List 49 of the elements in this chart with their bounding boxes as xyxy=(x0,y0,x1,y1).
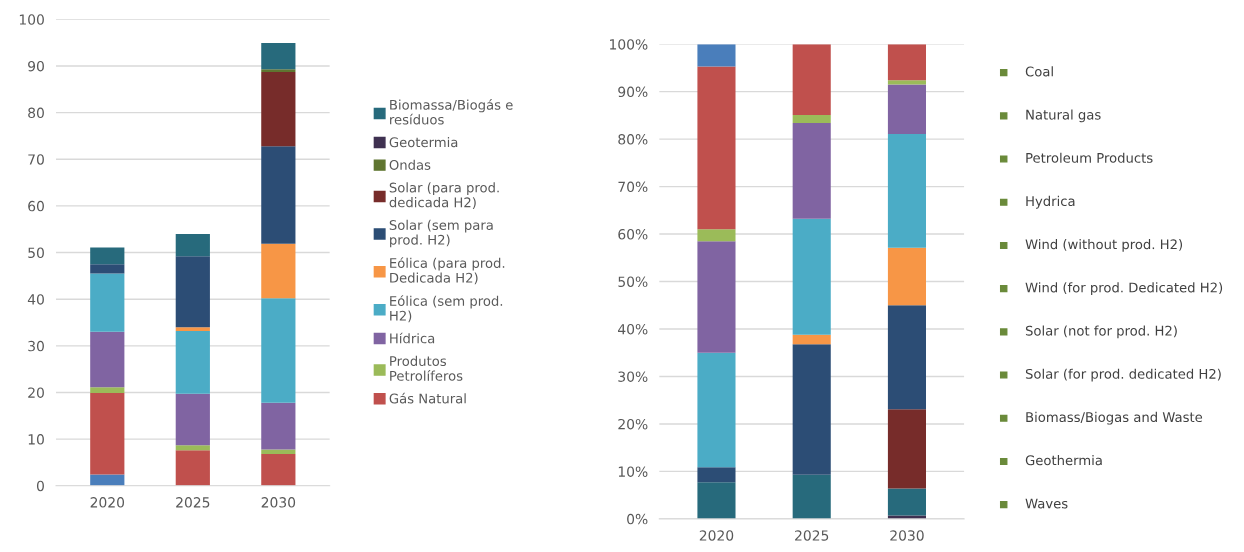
y-tick-label: 60% xyxy=(618,229,648,240)
legend-label: Eólica (sem prod. H2) xyxy=(390,295,503,323)
legend-label: Hídrica xyxy=(390,332,435,344)
legend-label: Eólica (para prod. Dedicada H2) xyxy=(390,257,505,285)
y-tick-label: 0% xyxy=(627,513,648,525)
y-tick-label: 70% xyxy=(618,181,648,193)
text: Wind (for prod. Dedicated H2) xyxy=(1025,282,1223,296)
legend-label: Produtos Petrolíferos xyxy=(390,355,463,381)
text: Hydrica xyxy=(1026,195,1075,209)
legend-label: Solar (para prod. dedicada H2) xyxy=(389,182,499,209)
legend-label: Geotermia xyxy=(389,137,458,148)
y-tick-label: 20 xyxy=(28,387,44,398)
y-tick-label: 100% xyxy=(610,39,648,50)
text: Solar (not for prod. H2) xyxy=(1025,325,1177,339)
legend-label: Ondas xyxy=(389,159,431,170)
y-tick-label: 60 xyxy=(28,200,44,212)
y-tick-label: 0 xyxy=(36,480,44,492)
y-tick-label: 90 xyxy=(28,60,44,72)
legend-label: Biomassa/Biogás e resíduos xyxy=(390,99,513,125)
x-tick-label: 2020 xyxy=(699,530,734,541)
y-tick-label: 80% xyxy=(618,134,648,145)
x-tick-label: 2020 xyxy=(90,497,125,508)
legend-label: Solar (sem para prod. H2) xyxy=(389,219,493,248)
y-tick-label: 10 xyxy=(28,434,44,445)
x-tick-label: 2025 xyxy=(795,530,829,541)
y-tick-label: 40 xyxy=(27,294,44,305)
y-tick-label: 20% xyxy=(618,418,648,430)
x-tick-label: 2030 xyxy=(890,530,924,541)
y-tick-label: 30 xyxy=(28,340,44,352)
legend-label: Gás Natural xyxy=(389,392,466,404)
text: Biomass/Biogas and Waste xyxy=(1026,411,1203,425)
y-tick-label: 90% xyxy=(618,86,648,98)
y-tick-label: 50 xyxy=(28,247,44,259)
y-tick-label: 30% xyxy=(618,371,648,382)
text: Wind (without prod. H2) xyxy=(1025,239,1183,252)
text: Geothermia xyxy=(1025,455,1102,466)
y-tick-label: 40% xyxy=(618,323,648,335)
y-tick-label: 100 xyxy=(19,14,44,25)
text: Petroleum Products xyxy=(1026,152,1153,163)
text: Waves xyxy=(1025,498,1068,509)
y-tick-label: 80 xyxy=(28,107,44,119)
text: Natural gas xyxy=(1026,109,1101,123)
y-tick-label: 50% xyxy=(618,276,648,287)
text: Coal xyxy=(1025,66,1053,77)
x-tick-label: 2025 xyxy=(176,497,210,508)
y-tick-label: 70 xyxy=(28,154,44,165)
y-tick-label: 10% xyxy=(618,466,648,477)
x-tick-label: 2030 xyxy=(261,497,296,508)
text: Solar (for prod. dedicated H2) xyxy=(1025,368,1221,382)
